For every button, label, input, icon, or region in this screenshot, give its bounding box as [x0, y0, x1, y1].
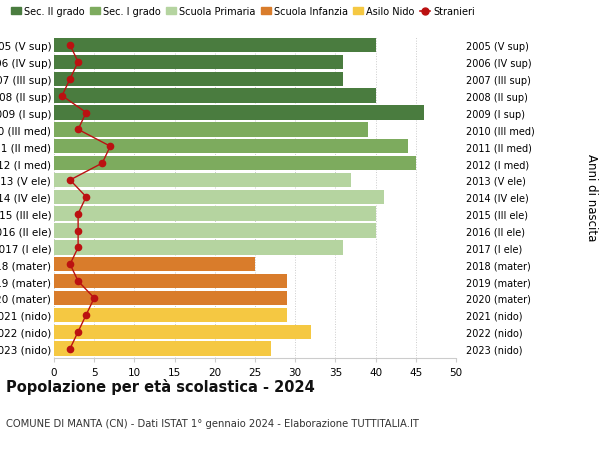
Bar — [54, 207, 376, 221]
Bar — [54, 174, 352, 188]
Text: Anni di nascita: Anni di nascita — [584, 154, 598, 241]
Bar — [54, 341, 271, 356]
Text: Popolazione per età scolastica - 2024: Popolazione per età scolastica - 2024 — [6, 379, 315, 395]
Bar — [54, 190, 383, 205]
Bar — [54, 224, 376, 238]
Bar — [54, 157, 416, 171]
Bar — [54, 325, 311, 339]
Bar — [54, 274, 287, 289]
Bar — [54, 291, 287, 305]
Legend: Sec. II grado, Sec. I grado, Scuola Primaria, Scuola Infanzia, Asilo Nido, Stran: Sec. II grado, Sec. I grado, Scuola Prim… — [11, 7, 475, 17]
Bar — [54, 308, 287, 322]
Bar — [54, 123, 368, 137]
Text: COMUNE DI MANTA (CN) - Dati ISTAT 1° gennaio 2024 - Elaborazione TUTTITALIA.IT: COMUNE DI MANTA (CN) - Dati ISTAT 1° gen… — [6, 418, 419, 428]
Bar — [54, 56, 343, 70]
Bar — [54, 90, 376, 104]
Bar — [54, 73, 343, 87]
Bar — [54, 241, 343, 255]
Bar — [54, 257, 255, 272]
Bar — [54, 106, 424, 120]
Bar — [54, 140, 408, 154]
Bar — [54, 39, 376, 53]
